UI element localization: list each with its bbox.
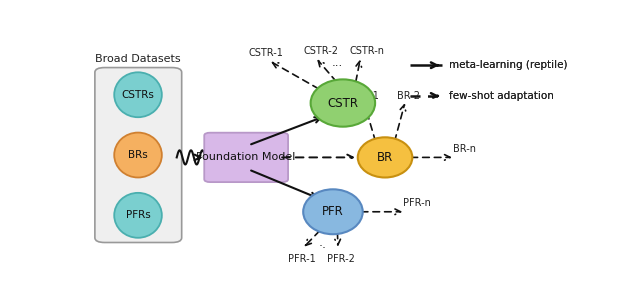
Ellipse shape: [310, 80, 375, 127]
Text: Foundation Model: Foundation Model: [196, 152, 296, 162]
Text: Broad Datasets: Broad Datasets: [95, 54, 181, 64]
Text: BR-n: BR-n: [453, 144, 476, 154]
Text: BR: BR: [377, 151, 393, 164]
Text: .: .: [322, 238, 326, 251]
Text: meta-learning (reptile): meta-learning (reptile): [449, 60, 567, 70]
Text: meta-learning (reptile): meta-learning (reptile): [449, 60, 567, 70]
Text: PFR-2: PFR-2: [327, 254, 355, 264]
Text: BR-2: BR-2: [397, 91, 420, 101]
Text: few-shot adaptation: few-shot adaptation: [449, 91, 554, 101]
Text: PFR-1: PFR-1: [288, 254, 316, 264]
Text: CSTR: CSTR: [328, 96, 358, 110]
Ellipse shape: [114, 72, 162, 117]
Ellipse shape: [303, 189, 363, 234]
Text: BR-1: BR-1: [356, 91, 379, 101]
Ellipse shape: [114, 193, 162, 238]
Text: BRs: BRs: [128, 150, 148, 160]
Text: PFR: PFR: [322, 205, 344, 218]
Text: few-shot adaptation: few-shot adaptation: [449, 91, 554, 101]
Text: ...: ...: [332, 56, 343, 69]
Text: CSTR-1: CSTR-1: [249, 48, 284, 58]
Text: PFR-n: PFR-n: [403, 198, 431, 208]
Text: PFRs: PFRs: [125, 210, 150, 220]
FancyBboxPatch shape: [95, 68, 182, 243]
Text: .: .: [319, 236, 323, 249]
Text: CSTRs: CSTRs: [122, 90, 154, 100]
Text: CSTR-2: CSTR-2: [303, 46, 338, 56]
Text: CSTR-n: CSTR-n: [349, 46, 385, 56]
Ellipse shape: [358, 137, 412, 177]
FancyBboxPatch shape: [204, 133, 288, 182]
Ellipse shape: [114, 133, 162, 177]
